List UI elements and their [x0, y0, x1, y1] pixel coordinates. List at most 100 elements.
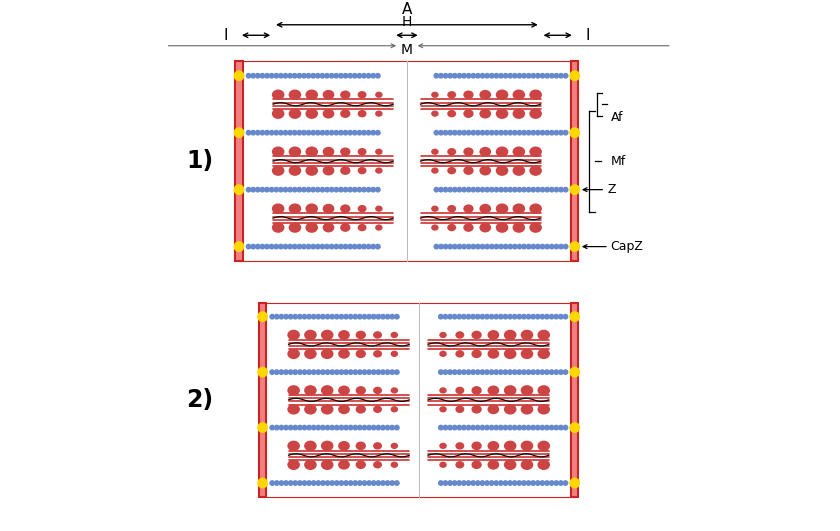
Circle shape: [444, 425, 448, 430]
Ellipse shape: [512, 203, 525, 214]
Ellipse shape: [431, 167, 438, 174]
Circle shape: [466, 73, 471, 78]
Ellipse shape: [306, 165, 318, 176]
Circle shape: [434, 131, 438, 135]
Circle shape: [531, 314, 535, 319]
Circle shape: [480, 244, 485, 249]
Ellipse shape: [529, 108, 542, 119]
Circle shape: [270, 131, 274, 135]
Circle shape: [375, 187, 380, 192]
Ellipse shape: [304, 404, 317, 415]
Ellipse shape: [529, 147, 542, 157]
Ellipse shape: [339, 441, 349, 451]
Circle shape: [471, 370, 475, 374]
Ellipse shape: [391, 461, 398, 468]
Circle shape: [570, 242, 580, 251]
Circle shape: [508, 131, 512, 135]
Bar: [571, 62, 579, 261]
Circle shape: [297, 481, 302, 485]
Ellipse shape: [323, 204, 334, 213]
Ellipse shape: [340, 148, 350, 156]
Circle shape: [302, 244, 306, 249]
Circle shape: [522, 314, 526, 319]
Circle shape: [307, 131, 311, 135]
Circle shape: [545, 314, 549, 319]
Circle shape: [311, 73, 315, 78]
Circle shape: [564, 314, 568, 319]
Circle shape: [564, 425, 568, 430]
Circle shape: [453, 187, 457, 192]
Ellipse shape: [358, 91, 366, 98]
Circle shape: [255, 244, 260, 249]
Circle shape: [329, 187, 333, 192]
Circle shape: [258, 423, 267, 432]
Circle shape: [434, 187, 438, 192]
Ellipse shape: [272, 222, 285, 233]
Ellipse shape: [439, 332, 447, 338]
Circle shape: [275, 370, 279, 374]
Circle shape: [471, 481, 475, 485]
Circle shape: [316, 314, 321, 319]
Ellipse shape: [512, 90, 525, 100]
Circle shape: [549, 131, 554, 135]
Ellipse shape: [455, 387, 465, 394]
Circle shape: [531, 131, 536, 135]
Ellipse shape: [373, 442, 382, 450]
Circle shape: [453, 314, 457, 319]
Circle shape: [444, 187, 448, 192]
Circle shape: [438, 425, 443, 430]
Circle shape: [334, 481, 339, 485]
Ellipse shape: [287, 348, 300, 359]
Ellipse shape: [538, 459, 550, 470]
Ellipse shape: [431, 205, 438, 212]
Ellipse shape: [455, 461, 465, 468]
Circle shape: [293, 481, 297, 485]
Circle shape: [490, 314, 494, 319]
Ellipse shape: [496, 203, 508, 214]
Circle shape: [320, 131, 324, 135]
Circle shape: [371, 481, 376, 485]
Circle shape: [316, 425, 321, 430]
Circle shape: [321, 370, 325, 374]
Circle shape: [376, 314, 381, 319]
Circle shape: [517, 481, 522, 485]
Circle shape: [260, 131, 265, 135]
Ellipse shape: [375, 149, 383, 155]
Ellipse shape: [391, 387, 398, 393]
Ellipse shape: [304, 330, 317, 340]
Circle shape: [531, 370, 535, 374]
Ellipse shape: [538, 330, 550, 340]
Circle shape: [540, 314, 544, 319]
Ellipse shape: [464, 148, 474, 156]
Circle shape: [275, 314, 279, 319]
Circle shape: [357, 187, 361, 192]
Ellipse shape: [321, 404, 333, 415]
Ellipse shape: [375, 205, 383, 212]
Circle shape: [375, 131, 380, 135]
Circle shape: [395, 370, 399, 374]
Circle shape: [499, 314, 503, 319]
Circle shape: [466, 314, 470, 319]
Circle shape: [499, 131, 503, 135]
Ellipse shape: [496, 222, 508, 233]
Circle shape: [270, 481, 275, 485]
Circle shape: [251, 187, 255, 192]
Circle shape: [265, 244, 270, 249]
Circle shape: [545, 481, 549, 485]
Circle shape: [466, 370, 470, 374]
Circle shape: [457, 481, 461, 485]
Circle shape: [485, 187, 490, 192]
Ellipse shape: [289, 165, 302, 176]
Circle shape: [508, 314, 512, 319]
Ellipse shape: [375, 167, 383, 174]
Ellipse shape: [447, 91, 456, 98]
Circle shape: [284, 314, 288, 319]
Circle shape: [434, 244, 438, 249]
Circle shape: [284, 481, 288, 485]
Circle shape: [564, 73, 568, 78]
Circle shape: [444, 481, 448, 485]
Circle shape: [375, 244, 380, 249]
Circle shape: [353, 481, 358, 485]
Circle shape: [564, 187, 568, 192]
Circle shape: [367, 425, 371, 430]
